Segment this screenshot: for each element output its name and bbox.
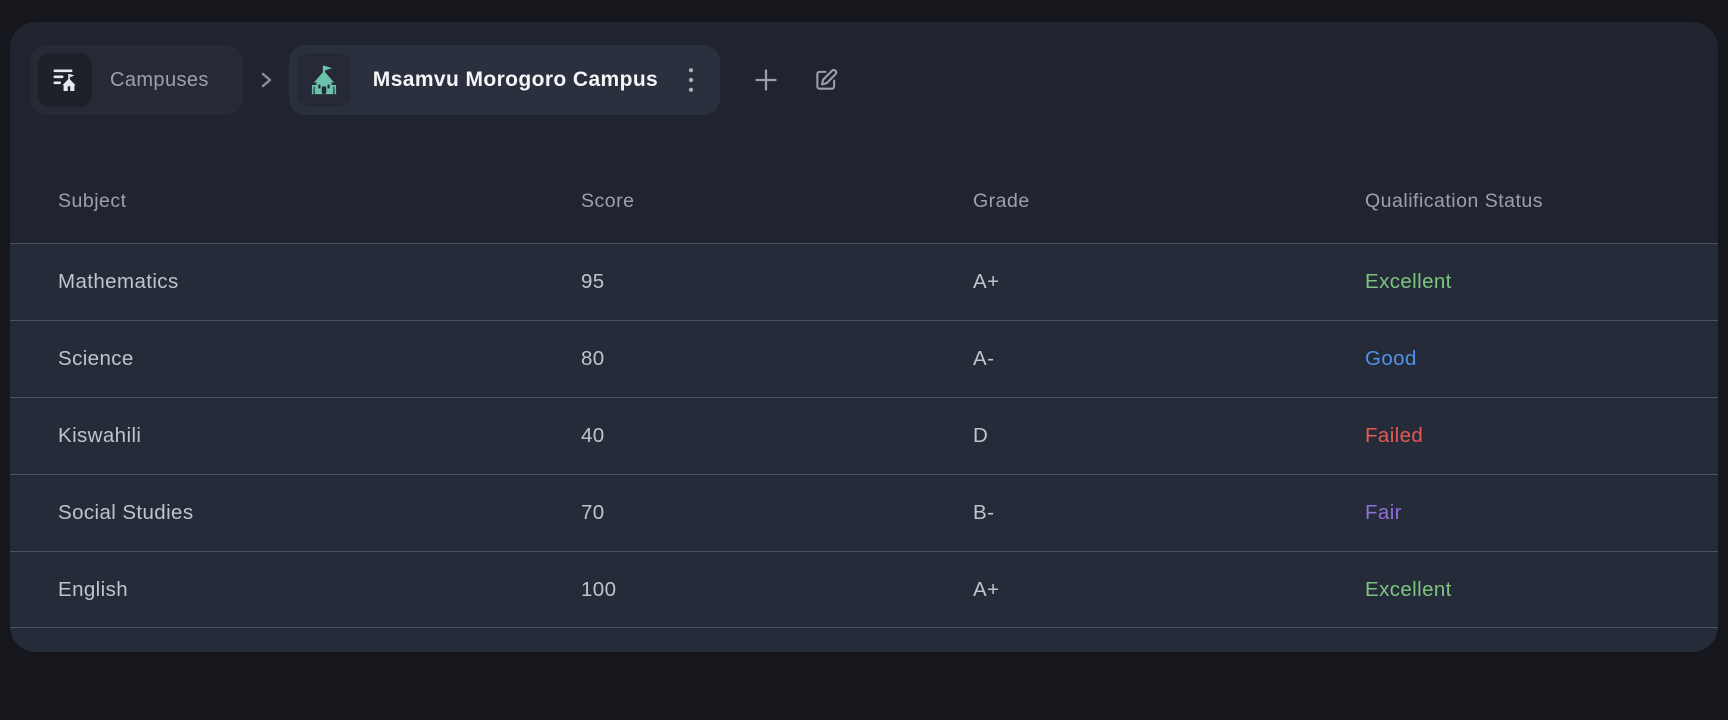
- table-row: Social Studies 70 B- Fair: [10, 474, 1718, 551]
- grade-cell: A+: [973, 577, 1000, 601]
- subject-cell: Social Studies: [58, 501, 194, 524]
- breadcrumb-item-current-campus[interactable]: Msamvu Morogoro Campus: [288, 45, 721, 115]
- score-cell: 95: [581, 270, 605, 293]
- breadcrumb-campuses-label: Campuses: [110, 68, 209, 91]
- table-body: Mathematics 95 A+ Excellent Science 80 A…: [10, 243, 1718, 652]
- breadcrumb-separator-icon: [259, 70, 273, 90]
- campus-more-options-icon[interactable]: [678, 53, 704, 107]
- table-row: Mathematics 95 A+ Excellent: [10, 243, 1718, 320]
- column-header-qualification-status: Qualification Status: [1365, 190, 1544, 212]
- edit-campus-button[interactable]: [806, 60, 846, 100]
- breadcrumb-toolbar: Campuses: [10, 22, 1718, 115]
- grade-cell: B-: [973, 501, 995, 524]
- breadcrumb-item-campuses[interactable]: Campuses: [30, 45, 243, 115]
- results-table: Subject Score Grade Qualification Status…: [10, 115, 1718, 652]
- subject-cell: Kiswahili: [58, 424, 142, 447]
- score-cell: 70: [581, 501, 605, 524]
- column-header-subject: Subject: [58, 190, 127, 212]
- table-row: English 100 A+ Excellent: [10, 551, 1718, 628]
- table-row: Kiswahili 40 D Failed: [10, 397, 1718, 474]
- qualification-status-cell: Failed: [1365, 424, 1424, 447]
- qualification-status-cell: Excellent: [1365, 577, 1452, 601]
- column-header-score: Score: [581, 190, 635, 212]
- table-header-row: Subject Score Grade Qualification Status: [10, 115, 1718, 243]
- grade-cell: D: [973, 424, 989, 447]
- qualification-status-cell: Fair: [1365, 501, 1402, 524]
- school-icon: [296, 53, 351, 107]
- table-row: Science 80 A- Good: [10, 320, 1718, 397]
- score-cell: 100: [581, 577, 617, 601]
- score-cell: 40: [581, 424, 605, 447]
- current-campus-name: Msamvu Morogoro Campus: [372, 68, 659, 91]
- score-cell: 80: [581, 347, 605, 370]
- qualification-status-cell: Good: [1365, 347, 1417, 370]
- column-header-grade: Grade: [973, 190, 1030, 212]
- grade-cell: A+: [973, 270, 1000, 293]
- subject-cell: English: [58, 577, 129, 601]
- campus-results-panel: Campuses: [10, 22, 1718, 652]
- campus-list-icon: [38, 53, 92, 107]
- subject-cell: Science: [58, 347, 134, 370]
- subject-cell: Mathematics: [58, 270, 179, 293]
- qualification-status-cell: Excellent: [1365, 270, 1452, 293]
- add-campus-button[interactable]: [746, 60, 786, 100]
- grade-cell: A-: [973, 347, 995, 370]
